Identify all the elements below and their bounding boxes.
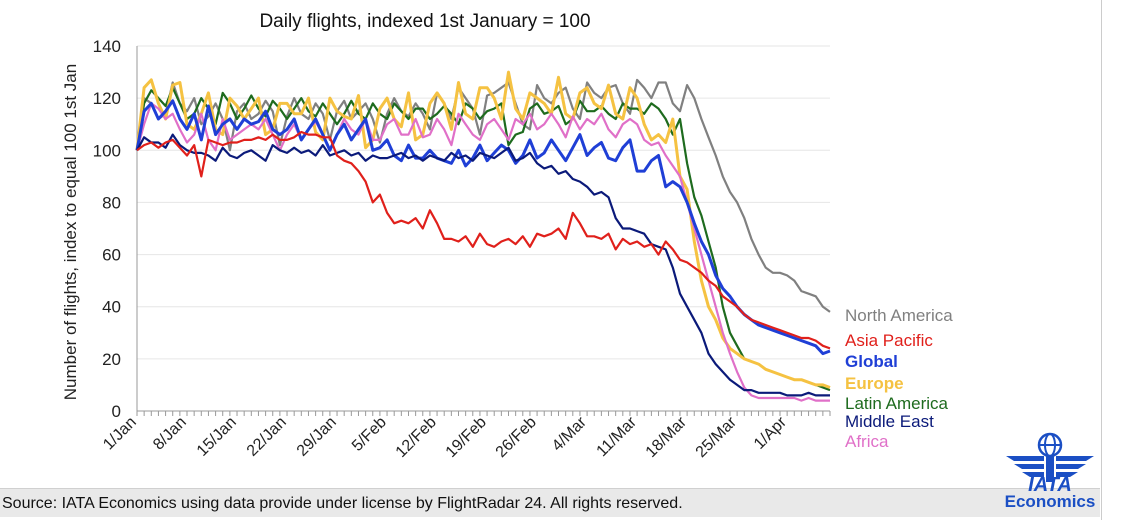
- legend: North America Asia Pacific Global EuropeLat…: [845, 306, 953, 451]
- x-tick-label: 12/Feb: [393, 414, 440, 461]
- x-tick-label: 26/Feb: [493, 414, 540, 461]
- footer-bar: Source: IATA Economics using data provid…: [0, 488, 1100, 517]
- legend-label: Latin America: [845, 394, 949, 413]
- logo-subtitle: Economics: [1004, 492, 1096, 511]
- iata-logo: IATA Economics: [1000, 432, 1100, 516]
- legend-label: Middle East: [845, 412, 934, 431]
- y-tick-label: 80: [102, 193, 121, 212]
- y-axis-label: Number of flights, index to equal 100 1s…: [61, 64, 80, 400]
- x-tick-label: 5/Feb: [349, 414, 390, 455]
- x-tick-label: 29/Jan: [294, 414, 340, 460]
- gridlines: [137, 45, 830, 360]
- y-tick-label: 40: [102, 298, 121, 317]
- x-tick-label: 1/Apr: [751, 413, 791, 453]
- legend-label: Europe: [845, 374, 904, 393]
- chart-title: Daily flights, indexed 1st January = 100: [259, 11, 590, 32]
- series-line-africa: [135, 102, 830, 402]
- x-tick-label: 22/Jan: [244, 414, 290, 460]
- x-tick-label: 25/Mar: [693, 413, 741, 461]
- legend-label: Asia Pacific: [845, 331, 933, 350]
- series-line-europe: [135, 70, 831, 389]
- x-tick-label: 8/Jan: [150, 414, 190, 454]
- x-tick-label: 19/Feb: [443, 414, 490, 461]
- x-tick-label: 15/Jan: [194, 414, 240, 460]
- series-line-middle-east: [136, 133, 830, 397]
- series-line-global: [135, 99, 831, 356]
- y-tick-label: 120: [93, 89, 121, 108]
- series-line-asia-pacific: [136, 130, 831, 350]
- series-lines: [135, 70, 831, 402]
- x-tick-label: 11/Mar: [594, 413, 641, 460]
- y-tick-label: 100: [93, 141, 121, 160]
- x-tick-label: 18/Mar: [643, 413, 691, 461]
- source-note: Source: IATA Economics using data provid…: [2, 495, 683, 512]
- y-tick-label: 140: [93, 37, 121, 56]
- y-tick-label: 60: [102, 246, 121, 265]
- legend-label: Global: [845, 352, 898, 371]
- x-tick-label: 4/Mar: [549, 413, 590, 454]
- globe-wings-icon: IATA: [1006, 432, 1094, 496]
- legend-label: North America: [845, 306, 953, 325]
- divider: [1101, 0, 1102, 520]
- y-tick-label: 0: [112, 402, 121, 421]
- logo-text: IATA: [1028, 474, 1072, 492]
- y-tick-label: 20: [102, 350, 121, 369]
- legend-label: Africa: [845, 432, 889, 451]
- series-line-latin-america: [135, 86, 831, 392]
